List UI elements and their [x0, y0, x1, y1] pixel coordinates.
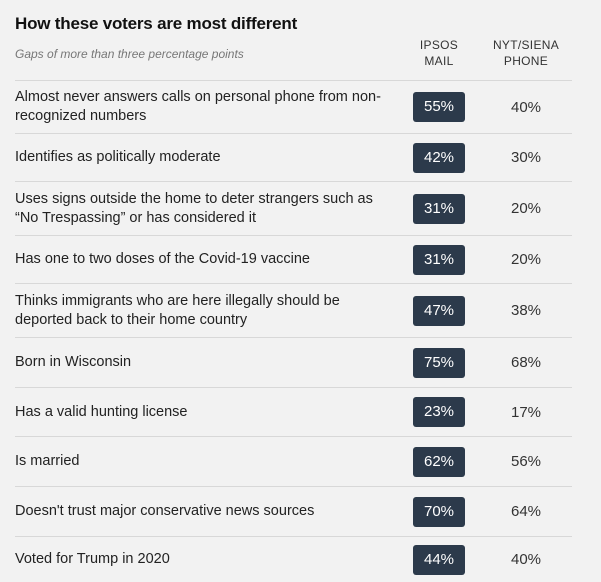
ipsos-cell: 31%	[398, 193, 480, 224]
ipsos-value-badge: 44%	[413, 544, 465, 575]
row-label: Born in Wisconsin	[15, 354, 132, 370]
table-row: Is married 62% 56%	[15, 436, 572, 486]
chart-title: How these voters are most different	[15, 14, 298, 33]
ipsos-value-badge: 31%	[413, 244, 465, 275]
ipsos-value-badge: 42%	[413, 142, 465, 173]
ipsos-cell: 23%	[398, 397, 480, 427]
table-row: Voted for Trump in 2020 44% 40%	[15, 536, 572, 582]
column-header-ipsos-line1: IPSOS	[419, 38, 459, 52]
ipsos-value-badge: 70%	[413, 496, 465, 527]
table-row: Has one to two doses of the Covid-19 vac…	[15, 235, 572, 283]
ipsos-cell: 75%	[398, 347, 480, 378]
ipsos-value-badge: 47%	[413, 295, 465, 326]
nyt-value: 17%	[510, 403, 542, 421]
nyt-value: 40%	[510, 98, 542, 116]
table-row: Doesn't trust major conservative news so…	[15, 486, 572, 536]
chart-subtitle: Gaps of more than three percentage point…	[15, 47, 244, 61]
ipsos-cell: 31%	[398, 244, 480, 275]
nyt-value: 64%	[510, 503, 542, 520]
table-row: Almost never answers calls on personal p…	[15, 80, 572, 133]
ipsos-value-badge: 23%	[413, 397, 465, 427]
row-label: Has one to two doses of the Covid-19 vac…	[15, 251, 310, 267]
table-row: Born in Wisconsin 75% 68%	[15, 337, 572, 387]
table-row: Has a valid hunting license 23% 17%	[15, 387, 572, 436]
column-header-nyt-siena-phone: NYT/SIENA PHONE	[480, 37, 572, 69]
ipsos-value-badge: 75%	[413, 347, 465, 378]
nyt-value: 40%	[510, 551, 542, 568]
nyt-value: 30%	[510, 149, 542, 166]
nyt-value: 20%	[510, 200, 542, 217]
nyt-value: 38%	[510, 302, 542, 319]
row-label: Doesn't trust major conservative news so…	[15, 503, 315, 519]
nyt-value: 68%	[510, 354, 542, 371]
row-label: Thinks immigrants who are here illegally…	[15, 292, 340, 328]
ipsos-cell: 55%	[398, 92, 480, 122]
column-header-nyt-line2: PHONE	[503, 54, 549, 68]
ipsos-cell: 47%	[398, 295, 480, 326]
nyt-value: 20%	[510, 251, 542, 268]
table-row: Identifies as politically moderate 42% 30%	[15, 133, 572, 181]
table-row: Uses signs outside the home to deter str…	[15, 181, 572, 235]
ipsos-cell: 70%	[398, 496, 480, 527]
ipsos-value-badge: 55%	[413, 92, 465, 122]
ipsos-cell: 62%	[398, 446, 480, 477]
table-row: Thinks immigrants who are here illegally…	[15, 283, 572, 337]
row-label: Almost never answers calls on personal p…	[15, 89, 381, 124]
row-label: Identifies as politically moderate	[15, 149, 221, 165]
ipsos-cell: 44%	[398, 544, 480, 575]
ipsos-cell: 42%	[398, 142, 480, 173]
column-header-ipsos-mail: IPSOS MAIL	[398, 37, 480, 69]
row-label: Uses signs outside the home to deter str…	[15, 190, 373, 226]
column-header-nyt-line1: NYT/SIENA	[492, 38, 560, 52]
ipsos-value-badge: 62%	[413, 446, 465, 477]
nyt-value: 56%	[510, 453, 542, 470]
ipsos-value-badge: 31%	[413, 193, 465, 224]
column-header-ipsos-line2: MAIL	[424, 54, 454, 68]
row-label: Is married	[15, 453, 80, 469]
table-body: Almost never answers calls on personal p…	[15, 80, 572, 582]
row-label: Has a valid hunting license	[15, 403, 188, 420]
row-label: Voted for Trump in 2020	[15, 551, 170, 567]
